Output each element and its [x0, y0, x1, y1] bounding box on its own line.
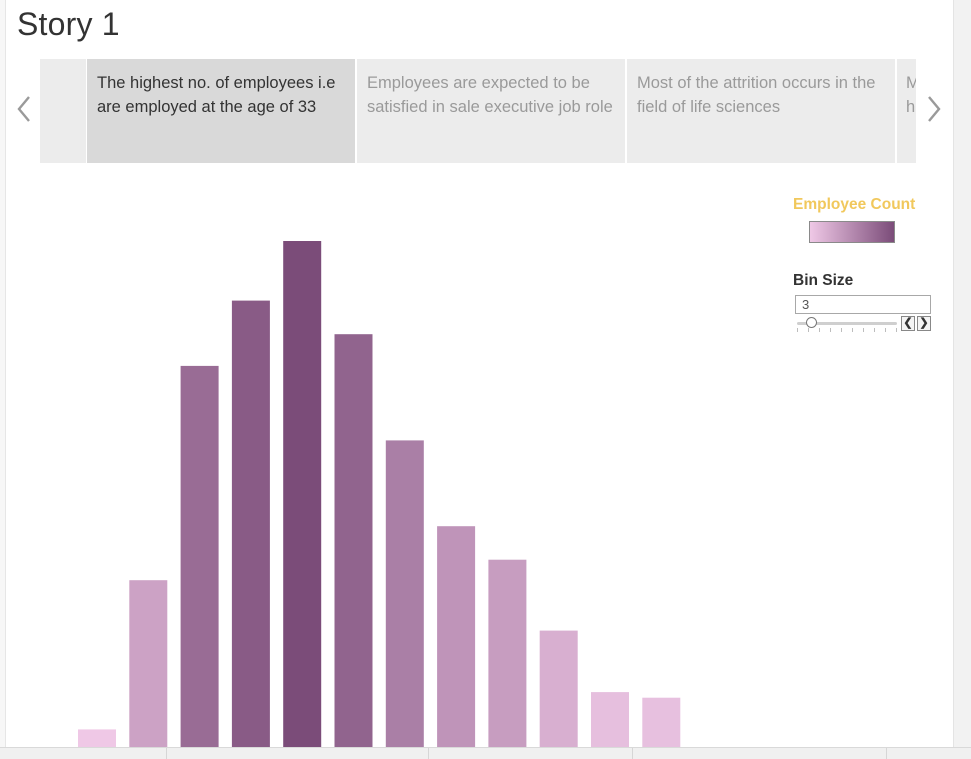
- right-frame: [953, 0, 971, 758]
- next-story-point-button[interactable]: [925, 94, 943, 130]
- chevron-left-icon: [17, 96, 30, 122]
- story-point-1[interactable]: The highest no. of employees i.e are emp…: [87, 59, 355, 163]
- color-legend-title: Employee Count: [793, 196, 916, 213]
- story-point-0[interactable]: [40, 59, 86, 163]
- histogram-bar[interactable]: [385, 440, 424, 748]
- bin-size-slider-thumb[interactable]: [806, 317, 817, 328]
- slider-ticks: [797, 328, 897, 333]
- histogram-bar[interactable]: [129, 580, 168, 748]
- story-point-4[interactable]: M th o: [897, 59, 916, 163]
- story-point-text: M th o: [906, 74, 916, 116]
- histogram-bar[interactable]: [642, 697, 681, 748]
- previous-story-point-button[interactable]: [15, 94, 33, 130]
- parameter-title: Bin Size: [793, 272, 854, 289]
- histogram-bar[interactable]: [591, 692, 629, 748]
- story-point-3[interactable]: Most of the attrition occurs in the fiel…: [627, 59, 895, 163]
- decrement-button[interactable]: ❮: [901, 316, 915, 331]
- histogram-bar[interactable]: [283, 241, 322, 748]
- story-point-text: The highest no. of employees i.e are emp…: [97, 74, 336, 116]
- left-frame: [0, 0, 6, 758]
- story-navigator: The highest no. of employees i.e are emp…: [40, 59, 916, 163]
- histogram-bar[interactable]: [231, 300, 270, 748]
- chevron-right-icon: [928, 96, 941, 122]
- chevron-right-icon: ❯: [919, 317, 929, 329]
- bottom-scrollbar[interactable]: [0, 747, 971, 759]
- histogram-bar[interactable]: [78, 729, 116, 748]
- story-point-text: Most of the attrition occurs in the fiel…: [637, 74, 876, 116]
- histogram-bar[interactable]: [334, 334, 373, 748]
- color-legend-ramp: [809, 221, 895, 243]
- bin-size-slider-track[interactable]: [797, 322, 897, 325]
- histogram-bar[interactable]: [437, 526, 476, 748]
- bin-size-input[interactable]: 3: [795, 295, 931, 314]
- story-point-2[interactable]: Employees are expected to be satisfied i…: [357, 59, 625, 163]
- histogram-bar[interactable]: [539, 630, 578, 748]
- page-title: Story 1: [17, 6, 120, 42]
- histogram-bar[interactable]: [180, 365, 219, 748]
- story-point-text: Employees are expected to be satisfied i…: [367, 74, 613, 116]
- increment-button[interactable]: ❯: [917, 316, 931, 331]
- chevron-left-icon: ❮: [903, 317, 913, 329]
- histogram-bar[interactable]: [488, 559, 527, 748]
